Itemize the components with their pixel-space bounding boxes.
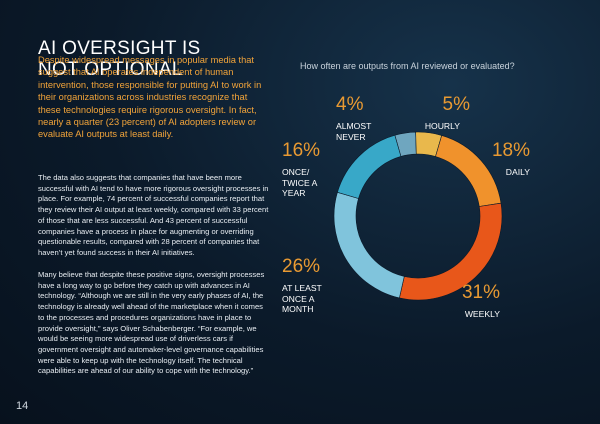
value-label: 16% xyxy=(282,140,321,161)
category-label: AT LEAST ONCE A MONTH xyxy=(282,283,322,314)
category-label: ONCE/ TWICE A YEAR xyxy=(282,167,317,198)
paragraph: Many believe that despite these positive… xyxy=(38,270,265,376)
chart-title: How often are outputs from AI reviewed o… xyxy=(300,61,515,71)
heading: AI OVERSIGHT IS NOT OPTIONAL xyxy=(38,38,201,80)
value-label: 26% xyxy=(282,256,321,277)
value-label: 18% xyxy=(491,140,530,161)
donut-segment xyxy=(337,134,402,199)
donut-segment xyxy=(333,191,405,299)
heading-line: NOT OPTIONAL xyxy=(38,59,183,80)
category-label: HOURLY xyxy=(424,121,460,131)
category-label: WEEKLY xyxy=(464,309,500,319)
value-label: 4% xyxy=(336,94,364,115)
value-label: 31% xyxy=(461,282,500,303)
category-label: ALMOST NEVER xyxy=(336,121,372,142)
paragraph: The data also suggests that companies th… xyxy=(38,173,269,257)
page-number: 14 xyxy=(16,400,29,412)
heading-line: AI OVERSIGHT IS xyxy=(38,38,201,59)
intro: Despite widespread messages in popular m… xyxy=(38,55,262,140)
value-label: 5% xyxy=(442,94,470,115)
category-label: DAILY xyxy=(505,167,530,177)
